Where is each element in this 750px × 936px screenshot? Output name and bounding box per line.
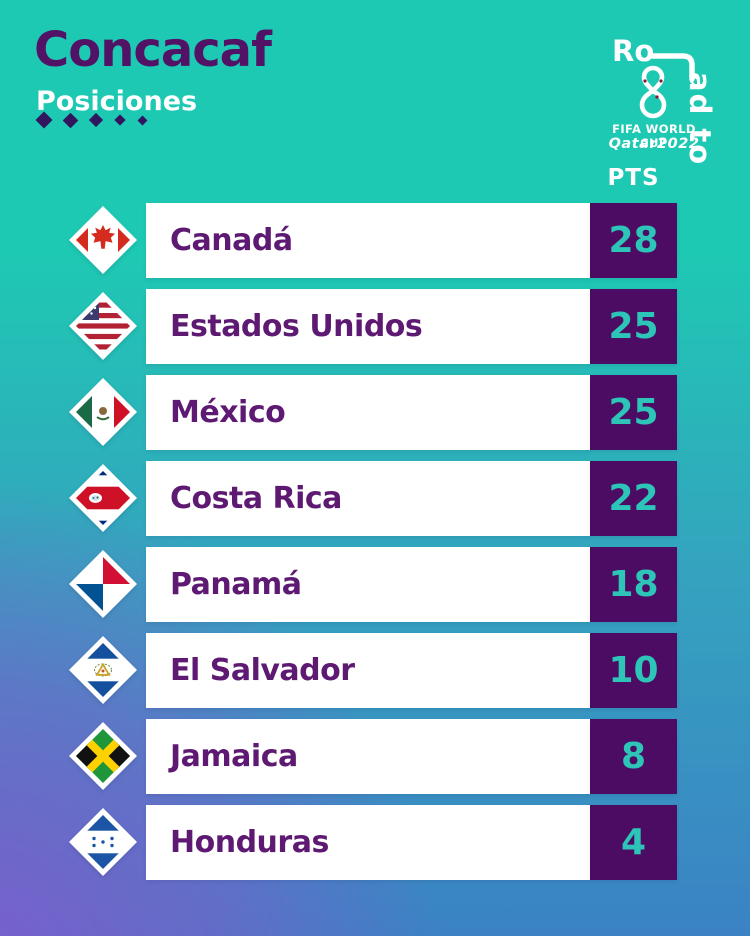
flag-el-salvador-icon	[69, 636, 137, 704]
country-name-cell: Jamaica	[146, 719, 590, 794]
table-row: Panamá 18	[0, 547, 750, 622]
table-row: Jamaica 8	[0, 719, 750, 794]
country-name: Jamaica	[170, 739, 298, 774]
points-cell: 25	[590, 289, 677, 364]
country-name: Honduras	[170, 825, 329, 860]
points-value: 18	[608, 564, 659, 605]
fifa-world-cup-label: FIFA WORLD CUP	[612, 122, 696, 150]
road-text-end: ad to	[683, 72, 717, 167]
table-row: Costa Rica 22	[0, 461, 750, 536]
points-value: 28	[608, 220, 659, 261]
points-cell: 28	[590, 203, 677, 278]
table-row: El Salvador 10	[0, 633, 750, 708]
country-name-cell: Honduras	[146, 805, 590, 880]
worldcup-emblem-icon	[639, 65, 667, 119]
flag-costa-rica-icon	[69, 464, 137, 532]
table-row: Canadá 28	[0, 203, 750, 278]
flag-usa-icon	[69, 292, 137, 360]
country-name-cell: México	[146, 375, 590, 450]
flag-canada-icon	[69, 206, 137, 274]
corner-line-icon	[650, 53, 695, 82]
road-to-qatar-2022-logo: Ro ad to FIFA WORLD CUP Qatar2022	[590, 20, 730, 170]
page-title: Concacaf	[34, 22, 272, 78]
flag-jamaica-icon	[69, 722, 137, 790]
country-name: Panamá	[170, 567, 302, 602]
road-text-start: Ro	[612, 34, 655, 68]
points-value: 4	[620, 822, 647, 863]
country-name-cell: Costa Rica	[146, 461, 590, 536]
points-cell: 25	[590, 375, 677, 450]
flag-panama-icon	[69, 550, 137, 618]
country-name-cell: Canadá	[146, 203, 590, 278]
qatar-2022-label: Qatar2022	[608, 136, 700, 152]
points-value: 25	[608, 392, 659, 433]
country-name: Estados Unidos	[170, 309, 423, 344]
points-value: 25	[608, 306, 659, 347]
points-value: 22	[608, 478, 659, 519]
points-cell: 8	[590, 719, 677, 794]
points-cell: 10	[590, 633, 677, 708]
points-column-header: PTS	[607, 165, 660, 191]
page-subtitle: Posiciones	[36, 86, 198, 117]
country-name: El Salvador	[170, 653, 355, 688]
table-row: Estados Unidos 25	[0, 289, 750, 364]
table-row: México 25	[0, 375, 750, 450]
points-value: 10	[608, 650, 659, 691]
country-name-cell: Estados Unidos	[146, 289, 590, 364]
country-name: Canadá	[170, 223, 293, 258]
country-name-cell: Panamá	[146, 547, 590, 622]
points-value: 8	[620, 736, 647, 777]
flag-mexico-icon	[69, 378, 137, 446]
points-cell: 18	[590, 547, 677, 622]
country-name-cell: El Salvador	[146, 633, 590, 708]
points-cell: 4	[590, 805, 677, 880]
points-cell: 22	[590, 461, 677, 536]
flag-honduras-icon	[69, 808, 137, 876]
country-name: Costa Rica	[170, 481, 342, 516]
country-name: México	[170, 395, 286, 430]
diamond-bullets-decoration	[35, 111, 161, 129]
table-row: Honduras 4	[0, 805, 750, 880]
